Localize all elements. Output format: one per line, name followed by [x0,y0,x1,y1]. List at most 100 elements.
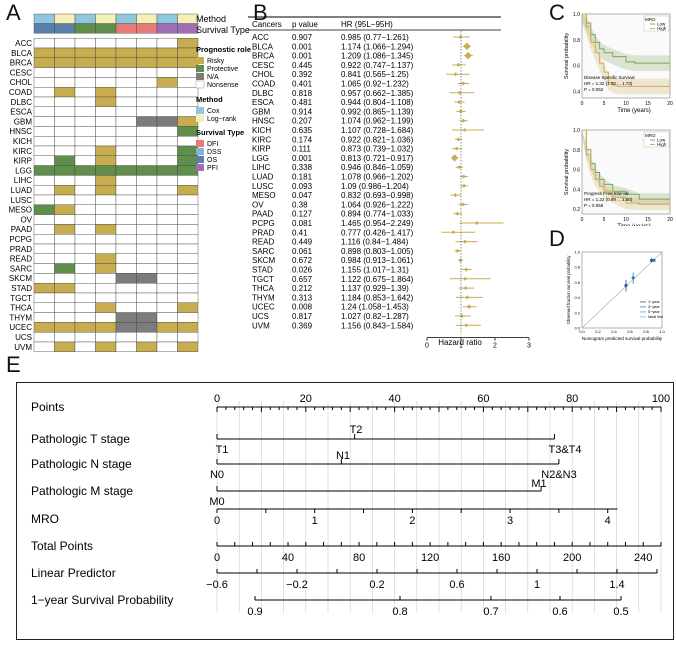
forest-hr-text: 0.922 (0.821−1.036) [341,135,414,144]
heatmap-cell [54,57,76,68]
heatmap-cell [177,175,199,186]
heatmap-cell [177,253,199,264]
heatmap-cell [74,214,96,225]
forest-hr-text: 1.027 (0.82−1.287) [341,312,409,321]
km-annot-p: P = 0.056 [584,203,604,208]
legend-dss: DSS [207,149,222,156]
heatmap-cell [136,253,158,264]
heatmap-cell [156,283,178,294]
heatmap-cell [156,253,178,264]
km-xtick-label: 10 [623,217,629,223]
legend-swatch-na [196,73,204,80]
points-tick-label: 80 [566,393,578,405]
heatmap-cell [54,86,76,98]
km-xtick-label: 5 [603,217,606,223]
forest-hr-text: 0.777 (0.426−1.417) [341,228,414,237]
heatmap-cell [136,77,158,88]
heatmap-cell [156,292,178,304]
heatmap-cell [136,204,158,215]
heatmap-cell [136,302,158,313]
forest-cancer-label: UVM [252,321,270,330]
t-stage-t1: T1 [216,444,229,456]
calibration-ylabel: Observed fraction survival probability [566,255,571,325]
km-annot-hr: HR = 1.32 (1.00 ... 1.73) [584,81,633,86]
heatmap-cell [136,67,158,78]
heatmap-cell [33,263,55,274]
heatmap-cell [95,96,117,108]
legend-swatch-dss [196,148,204,155]
m-stage-m0: M0 [209,496,224,508]
heatmap-row-label: THYM [9,313,32,322]
legend-na: N/A [207,74,219,81]
heatmap-cell [115,145,137,157]
forest-hr-marker [458,34,463,40]
heatmap-cell [156,38,178,49]
heatmap-cell [95,155,117,166]
forest-cancer-label: GBM [252,107,271,116]
heatmap-cell [95,126,117,137]
heatmap-cell [156,204,178,215]
km-ytick-label: 0.4 [573,90,580,96]
km-ci-band [582,14,670,71]
heatmap-cell [156,332,178,343]
forest-cancer-label: KIRP [252,145,271,154]
heatmap-cell [156,263,178,274]
mro-tick-label: 3 [507,515,513,527]
heatmap-cell [74,57,96,68]
panel-d-label: D [549,226,565,251]
heatmap-cell [156,77,178,88]
heatmap-cell [33,175,55,186]
survival-prob-tick-label: 0.9 [247,606,262,618]
heatmap-cell [115,204,137,215]
km-legend-high: High [657,142,667,147]
panel-a-heatmap: ACCBLCABRCACESCCHOLCOADDLBCESCAGBMHNSCKI… [8,13,251,352]
heatmap-row-label: KIRC [13,147,32,156]
heatmap-cell [74,224,96,235]
forest-hr-marker [459,313,464,319]
t-stage-t2: T2 [350,424,363,436]
heatmap-cell [177,214,199,225]
heatmap-cell [177,135,199,147]
forest-hr-marker [461,202,466,207]
heatmap-row-label: KICH [13,137,32,146]
heatmap-cell [54,292,76,304]
forest-pvalue: 0.657 [292,275,313,284]
forest-hr-marker [456,62,461,67]
t-stage-t3t4: T3&T4 [548,444,581,456]
heatmap-row-label: PAAD [11,225,32,234]
km-plot-pfi: 0.2 0.4 0.6 0.8 1.0 0 5 10 15 20 Time (years) Survi… [564,128,673,226]
heatmap-cell [136,263,158,274]
heatmap-cell [74,283,96,294]
forest-hr-text: 0.946 (0.846−1.059) [341,163,414,172]
heatmap-cell [54,322,76,333]
forest-cancer-label: LGG [252,154,269,163]
forest-hr-marker [464,267,469,272]
legend-swatch-os [196,156,204,163]
heatmap-cell [156,145,178,157]
forest-hr-text: 0.894 (0.774−1.033) [341,210,414,219]
heatmap-cell [54,155,76,166]
heatmap-cell [136,322,158,333]
heatmap-cell [177,38,199,49]
calibration-xtick-label: 0.2 [595,329,601,334]
heatmap-cell [74,77,96,88]
km-xtick-label: 10 [623,101,629,107]
heatmap-cell [95,263,117,274]
heatmap-cell [54,302,76,313]
heatmap-cell [156,47,178,59]
survival-prob-tick-label: 0.8 [392,606,407,618]
forest-hr-marker [453,72,458,77]
heatmap-cell [74,38,96,49]
linear-predictor-tick-label: 1.4 [609,579,624,591]
heatmap-cell [33,145,55,157]
heatmap-cell [115,57,137,68]
heatmap-cell [95,302,117,313]
panel-d-calibration: 0.00.0 0.2 0.2 0.4 0.4 0.6 0.6 0.8 0.8 1.0 1.0 1−ye… [566,250,666,342]
heatmap-cell [95,135,117,147]
heatmap-cell [33,77,55,88]
heatmap-cell [54,233,76,245]
heatmap-cell [95,322,117,333]
forest-hr-text: 0.898 (0.803−1.005) [341,247,414,256]
forest-tick-label: 0 [425,343,429,350]
